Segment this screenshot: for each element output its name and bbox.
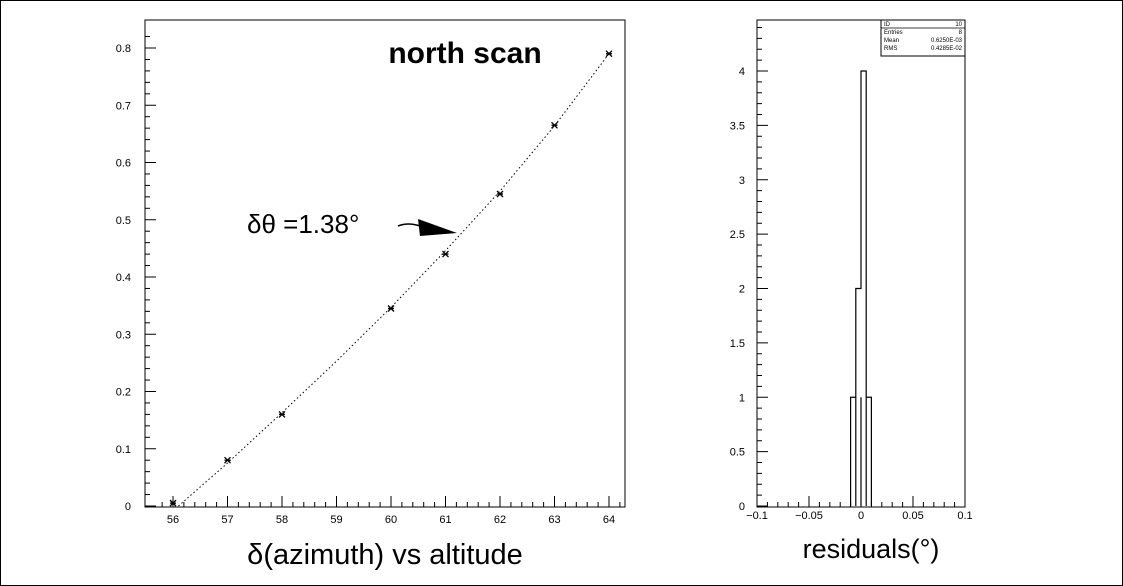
stats-box: ID 10 Entries 8 Mean 0.6250E-03 RMS 0.4285E-02 bbox=[880, 19, 966, 57]
stats-label: RMS bbox=[884, 46, 897, 52]
annotation-arrow-head bbox=[418, 219, 457, 236]
stats-label: ID bbox=[884, 22, 891, 28]
y-tick-label: 0.5 bbox=[730, 447, 745, 459]
y-tick-label: 0.7 bbox=[116, 100, 131, 112]
x-tick-label: 59 bbox=[330, 514, 342, 526]
x-tick-label: 62 bbox=[494, 514, 506, 526]
y-tick-label: 0.1 bbox=[116, 444, 131, 456]
scatter-x-label: δ(azimuth) vs altitude bbox=[247, 539, 523, 571]
x-tick-label: 61 bbox=[439, 514, 451, 526]
stats-label: Mean bbox=[884, 38, 899, 44]
histogram-bars bbox=[850, 70, 872, 506]
y-tick-label: 0.6 bbox=[116, 158, 131, 170]
y-tick-label: 3.5 bbox=[730, 120, 745, 132]
data-point bbox=[605, 50, 613, 58]
data-point bbox=[551, 121, 558, 129]
y-tick-label: 0 bbox=[739, 501, 745, 513]
scatter-panel: 0 0.1 0.2 0.3 0.4 0.5 0.6 0.7 0.8 56 57 58 59 60 61 62… bbox=[116, 19, 626, 571]
y-tick-label: 0.5 bbox=[116, 215, 131, 227]
x-tick-label: 56 bbox=[167, 514, 179, 526]
x-tick-label: 63 bbox=[548, 514, 560, 526]
fit-annotation: δθ =1.38° bbox=[247, 209, 359, 239]
x-tick-label: −0.05 bbox=[795, 510, 823, 522]
stats-value: 0.4285E-02 bbox=[931, 46, 963, 52]
histogram-y-axis: 0 0.5 1 1.5 2 2.5 3 3.5 4 bbox=[730, 27, 768, 513]
scatter-plot-frame bbox=[144, 19, 626, 508]
data-point bbox=[496, 190, 504, 198]
x-tick-label: 0.1 bbox=[957, 510, 972, 522]
y-tick-label: 2.5 bbox=[730, 229, 745, 241]
y-tick-label: 4 bbox=[739, 66, 745, 78]
stats-row: RMS 0.4285E-02 bbox=[884, 46, 963, 52]
data-point bbox=[169, 499, 177, 507]
y-tick-label: 0.8 bbox=[116, 43, 131, 55]
stats-value: 0.6250E-03 bbox=[931, 38, 963, 44]
data-point bbox=[387, 305, 395, 312]
data-point bbox=[442, 250, 449, 258]
histogram-x-axis: −0.1 −0.05 0 0.05 0.1 bbox=[746, 496, 973, 522]
scatter-y-axis: 0 0.1 0.2 0.3 0.4 0.5 0.6 0.7 0.8 bbox=[116, 36, 156, 513]
y-tick-label: 2 bbox=[739, 284, 745, 296]
scatter-points bbox=[169, 50, 613, 507]
scatter-x-axis: 56 57 58 59 60 61 62 63 64 bbox=[161, 496, 621, 526]
histogram-panel: 0 0.5 1 1.5 2 2.5 3 3.5 4 −0.1 −0.05 0 0.05 0.1 ID 10… bbox=[730, 19, 973, 564]
x-tick-label: 0 bbox=[858, 510, 864, 522]
data-point bbox=[278, 410, 286, 418]
x-tick-label: 0.05 bbox=[902, 510, 923, 522]
x-tick-label: 57 bbox=[221, 514, 233, 526]
y-tick-label: 3 bbox=[739, 175, 745, 187]
y-tick-label: 0.3 bbox=[116, 329, 131, 341]
chart-title: north scan bbox=[388, 37, 541, 70]
stats-value: 10 bbox=[955, 22, 962, 28]
stats-value: 8 bbox=[959, 30, 963, 36]
y-tick-label: 0.4 bbox=[116, 272, 131, 284]
data-point bbox=[224, 456, 231, 464]
stats-label: Entries bbox=[884, 30, 903, 36]
x-tick-label: 60 bbox=[385, 514, 397, 526]
x-tick-label: −0.1 bbox=[746, 510, 768, 522]
stats-row: Entries 8 bbox=[884, 30, 963, 36]
stats-row: ID 10 bbox=[884, 22, 963, 28]
y-tick-label: 0 bbox=[125, 501, 131, 513]
x-tick-label: 58 bbox=[276, 514, 288, 526]
stats-box-frame bbox=[880, 19, 966, 57]
histogram-x-label: residuals(°) bbox=[803, 534, 940, 564]
y-tick-label: 1.5 bbox=[730, 338, 745, 350]
stats-row: Mean 0.6250E-03 bbox=[884, 38, 963, 44]
annotation-arrow-shaft bbox=[397, 223, 421, 227]
y-tick-label: 0.2 bbox=[116, 387, 131, 399]
x-tick-label: 64 bbox=[603, 514, 615, 526]
y-tick-label: 1 bbox=[739, 392, 745, 404]
fit-curve bbox=[178, 53, 610, 507]
